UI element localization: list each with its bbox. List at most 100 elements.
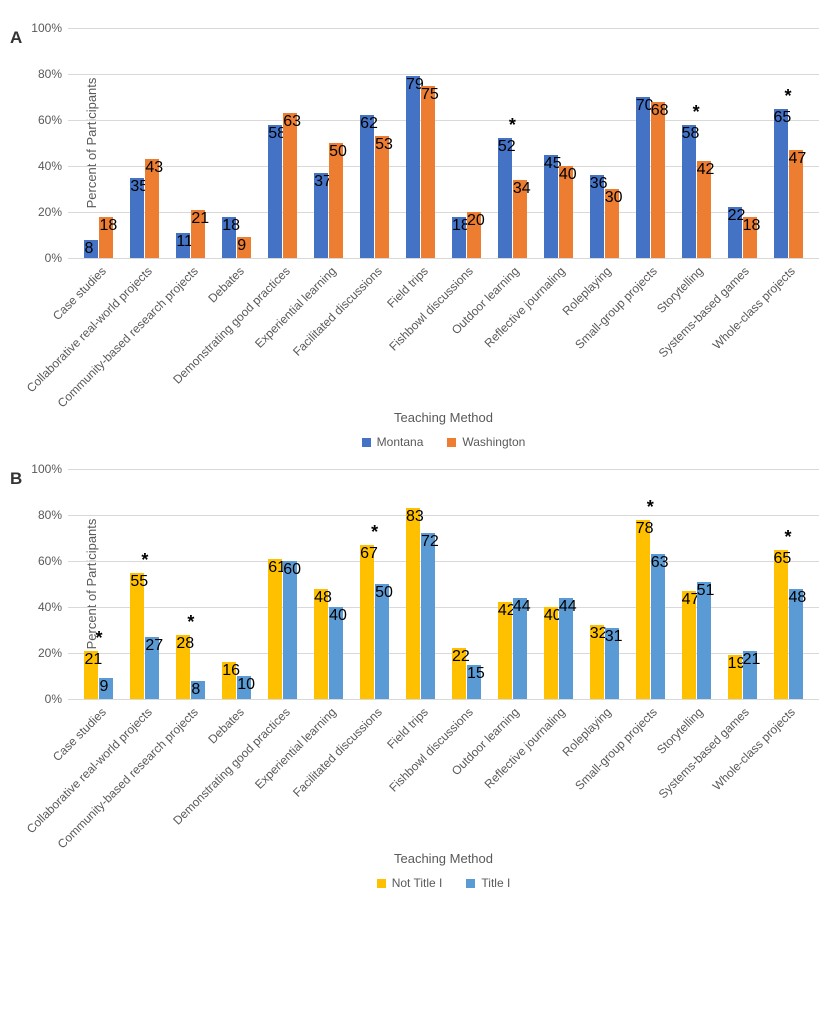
bar-group: 3630 [581, 28, 627, 258]
bar: 63 [651, 554, 665, 699]
bar: 50 [329, 143, 343, 258]
bar: 45 [544, 155, 558, 259]
bar: 18 [452, 217, 466, 258]
bar: 55 [130, 573, 144, 700]
bar: 42 [498, 602, 512, 699]
bar-group: 2218 [719, 28, 765, 258]
bar-group: 3543 [122, 28, 168, 258]
significance-marker: * [141, 550, 148, 571]
bar-group: 7068 [627, 28, 673, 258]
y-tick-label: 40% [38, 600, 68, 614]
legend-label: Title I [481, 876, 510, 890]
legend: MontanaWashington [68, 435, 819, 449]
bar: 15 [467, 665, 481, 700]
y-tick-label: 100% [31, 462, 68, 476]
bar: 18 [99, 217, 113, 258]
y-tick-label: 20% [38, 205, 68, 219]
bar-group: 5842* [673, 28, 719, 258]
x-axis-labels: Case studiesCollaborative real-world pro… [68, 258, 819, 408]
bar-group: 189 [214, 28, 260, 258]
bar: 61 [268, 559, 282, 699]
bar: 19 [728, 655, 742, 699]
chart-panel-b: B Percent of Participants0%20%40%60%80%10… [10, 469, 819, 890]
bar: 60 [283, 561, 297, 699]
bar-group: 7975 [398, 28, 444, 258]
significance-marker: * [509, 115, 516, 136]
significance-marker: * [371, 522, 378, 543]
bar: 18 [222, 217, 236, 258]
significance-marker: * [693, 102, 700, 123]
bar-group: 4840 [306, 469, 352, 699]
bar-group: 6253 [352, 28, 398, 258]
legend-item: Not Title I [377, 876, 443, 890]
bar: 40 [559, 166, 573, 258]
plot-area: Percent of Participants0%20%40%60%80%100… [68, 28, 819, 258]
legend-swatch [362, 438, 371, 447]
bar-group: 2215 [444, 469, 490, 699]
bar: 47 [789, 150, 803, 258]
bar: 40 [329, 607, 343, 699]
bar-group: 1610 [214, 469, 260, 699]
bars-region: 219*5527*288*1610616048406750*8372221542… [68, 469, 819, 699]
bar: 27 [145, 637, 159, 699]
bar: 22 [728, 207, 742, 258]
bar: 58 [682, 125, 696, 258]
significance-marker: * [785, 527, 792, 548]
bar-group: 8372 [398, 469, 444, 699]
bar: 67 [360, 545, 374, 699]
bar-group: 6548* [765, 469, 811, 699]
bar: 72 [421, 533, 435, 699]
bar: 65 [774, 109, 788, 259]
bar: 9 [99, 678, 113, 699]
plot-area: Percent of Participants0%20%40%60%80%100… [68, 469, 819, 699]
bar: 21 [84, 651, 98, 699]
bar: 40 [544, 607, 558, 699]
legend-item: Montana [362, 435, 424, 449]
y-tick-label: 60% [38, 113, 68, 127]
bar: 43 [145, 159, 159, 258]
x-axis-title: Teaching Method [68, 851, 819, 866]
bar: 18 [743, 217, 757, 258]
panel-label: A [10, 28, 22, 48]
significance-marker: * [95, 628, 102, 649]
y-tick-label: 100% [31, 21, 68, 35]
y-tick-label: 0% [45, 692, 68, 706]
bar: 83 [406, 508, 420, 699]
bar: 68 [651, 102, 665, 258]
y-tick-label: 40% [38, 159, 68, 173]
bar-group: 5527 * [122, 469, 168, 699]
bar: 58 [268, 125, 282, 258]
bar: 21 [743, 651, 757, 699]
bar-group: 6547* [765, 28, 811, 258]
bar-group: 3231 [581, 469, 627, 699]
bar: 65 [774, 550, 788, 700]
bar-group: 6750* [352, 469, 398, 699]
bar: 9 [237, 237, 251, 258]
panel-label: B [10, 469, 22, 489]
bar: 37 [314, 173, 328, 258]
bar: 51 [697, 582, 711, 699]
bar-group: 1921 [719, 469, 765, 699]
bar-group: 4540 [535, 28, 581, 258]
legend-label: Montana [377, 435, 424, 449]
bar: 70 [636, 97, 650, 258]
bar-group: 288* [168, 469, 214, 699]
legend-swatch [447, 438, 456, 447]
bar: 36 [590, 175, 604, 258]
bar: 8 [191, 681, 205, 699]
bar-group: 5863 [260, 28, 306, 258]
y-tick-label: 20% [38, 646, 68, 660]
legend-label: Not Title I [392, 876, 443, 890]
bar-group: 5234* [489, 28, 535, 258]
bar-group: 818 [76, 28, 122, 258]
bar: 16 [222, 662, 236, 699]
bar: 75 [421, 86, 435, 259]
bar: 10 [237, 676, 251, 699]
bar: 79 [406, 76, 420, 258]
significance-marker: * [647, 497, 654, 518]
x-axis-labels: Case studiesCollaborative real-world pro… [68, 699, 819, 849]
bar-group: 219 * [76, 469, 122, 699]
bar-group: 6160 [260, 469, 306, 699]
y-tick-label: 0% [45, 251, 68, 265]
significance-marker: * [187, 612, 194, 633]
